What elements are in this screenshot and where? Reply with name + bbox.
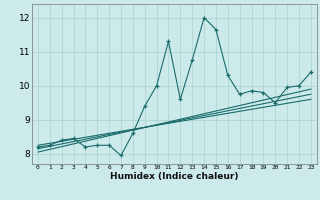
X-axis label: Humidex (Indice chaleur): Humidex (Indice chaleur) <box>110 172 239 181</box>
